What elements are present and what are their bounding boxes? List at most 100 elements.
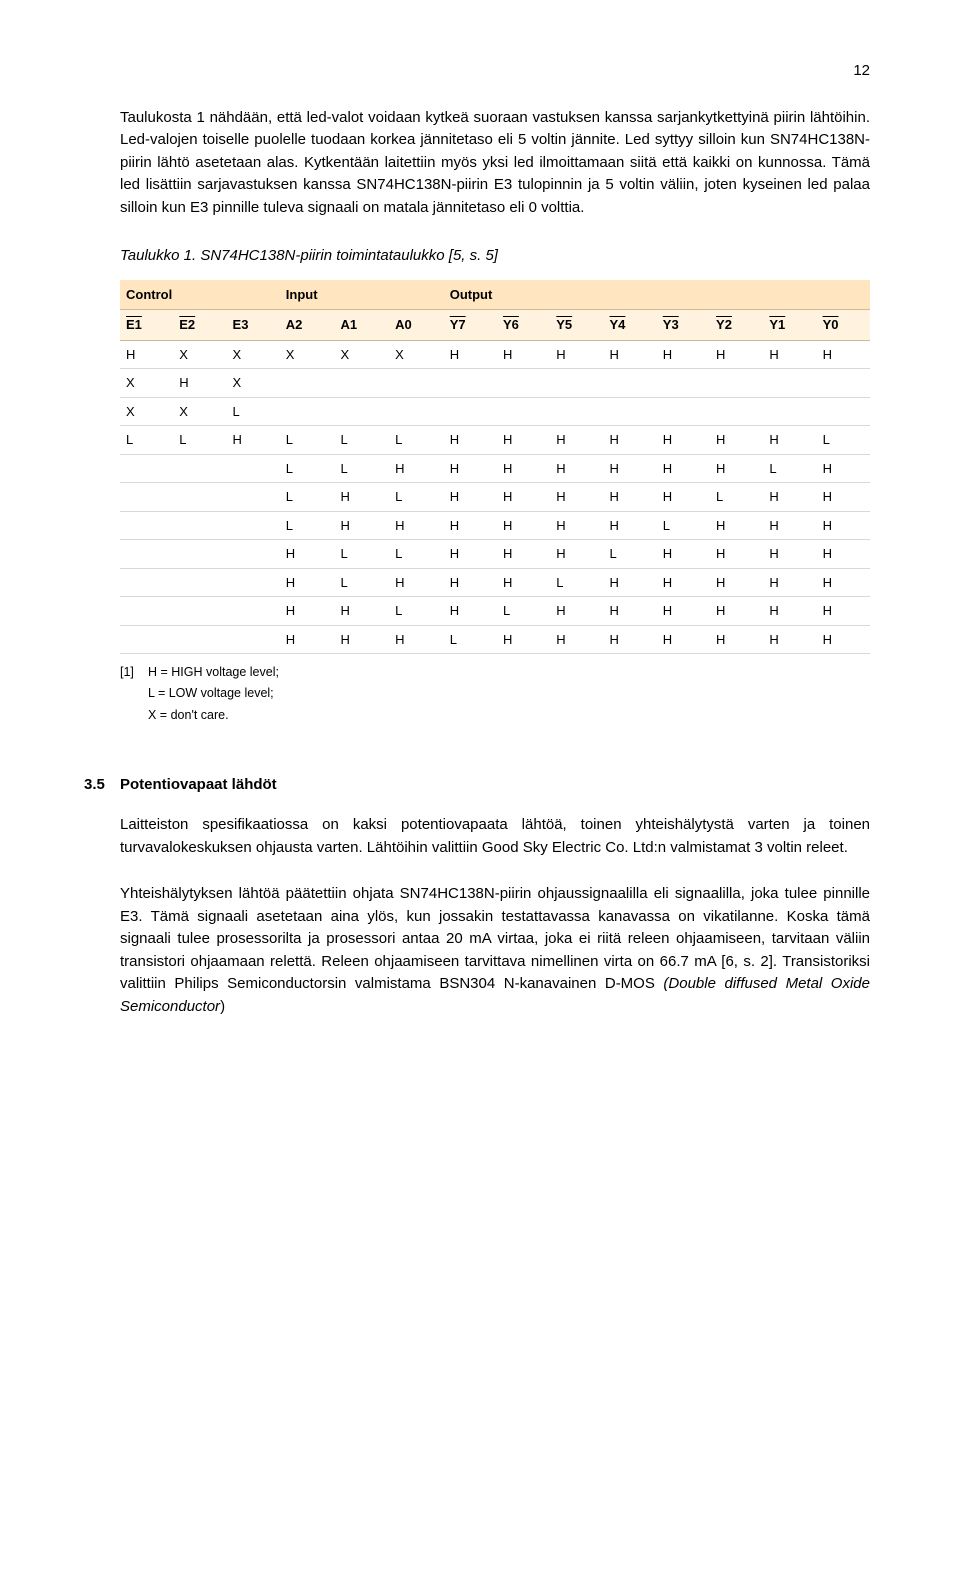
table-cell: H bbox=[817, 540, 870, 569]
table-cell: L bbox=[334, 426, 389, 455]
table-column-header: Y1 bbox=[763, 310, 816, 341]
table-cell bbox=[604, 397, 657, 426]
table-cell: X bbox=[173, 340, 226, 369]
table-cell: H bbox=[710, 340, 763, 369]
table-cell: L bbox=[334, 454, 389, 483]
table-cell: X bbox=[280, 340, 335, 369]
table-cell bbox=[444, 369, 497, 398]
table-cell: L bbox=[227, 397, 280, 426]
table-cell bbox=[227, 454, 280, 483]
table-cell: H bbox=[227, 426, 280, 455]
table-cell: H bbox=[657, 625, 710, 654]
table-cell bbox=[280, 397, 335, 426]
table-cell: H bbox=[817, 597, 870, 626]
table-cell: H bbox=[389, 625, 444, 654]
paragraph-3: Yhteishälytyksen lähtöä päätettiin ohjat… bbox=[120, 883, 870, 1018]
table-cell bbox=[227, 483, 280, 512]
table-cell bbox=[334, 369, 389, 398]
table-column-header: Y7 bbox=[444, 310, 497, 341]
table-cell: H bbox=[550, 540, 603, 569]
table-cell: H bbox=[604, 340, 657, 369]
paragraph-2: Laitteiston spesifikaatiossa on kaksi po… bbox=[120, 814, 870, 859]
table-cell: H bbox=[444, 568, 497, 597]
table-cell: H bbox=[763, 426, 816, 455]
table-cell: H bbox=[444, 483, 497, 512]
table-cell: X bbox=[173, 397, 226, 426]
table-column-header: A2 bbox=[280, 310, 335, 341]
table-cell: H bbox=[710, 426, 763, 455]
table-cell: H bbox=[550, 340, 603, 369]
table-cell bbox=[280, 369, 335, 398]
table-cell bbox=[120, 625, 173, 654]
table-cell: L bbox=[280, 454, 335, 483]
table-cell bbox=[657, 397, 710, 426]
table-cell: L bbox=[657, 511, 710, 540]
table-cell bbox=[120, 597, 173, 626]
table-cell: H bbox=[657, 454, 710, 483]
table-cell: H bbox=[604, 625, 657, 654]
table-cell: L bbox=[280, 483, 335, 512]
table-cell bbox=[334, 397, 389, 426]
table-cell: H bbox=[657, 426, 710, 455]
table-cell bbox=[120, 568, 173, 597]
table-cell: L bbox=[280, 426, 335, 455]
table-row: XHX bbox=[120, 369, 870, 398]
table-cell: H bbox=[710, 454, 763, 483]
table-cell bbox=[173, 540, 226, 569]
table-column-header: A1 bbox=[334, 310, 389, 341]
table-cell: H bbox=[444, 511, 497, 540]
table-cell bbox=[389, 369, 444, 398]
table-column-header: Y5 bbox=[550, 310, 603, 341]
table-column-header: Y0 bbox=[817, 310, 870, 341]
table-body: HXXXXXHHHHHHHHXHXXXLLLHLLLHHHHHHHLLLHHHH… bbox=[120, 340, 870, 654]
table-cell: H bbox=[550, 625, 603, 654]
table-cell: H bbox=[497, 483, 550, 512]
table-row: LLHHHHHHHLH bbox=[120, 454, 870, 483]
table-cell: H bbox=[550, 426, 603, 455]
table-cell: H bbox=[173, 369, 226, 398]
table-cell: H bbox=[334, 597, 389, 626]
table-cell bbox=[657, 369, 710, 398]
table-cell bbox=[710, 369, 763, 398]
table-cell: H bbox=[763, 483, 816, 512]
table-cell: H bbox=[657, 597, 710, 626]
table-cell: H bbox=[604, 426, 657, 455]
table-cell: L bbox=[120, 426, 173, 455]
legend-line-2: L = LOW voltage level; bbox=[120, 683, 870, 704]
table-row: XXL bbox=[120, 397, 870, 426]
table-cell: L bbox=[389, 483, 444, 512]
table-cell bbox=[389, 397, 444, 426]
table-cell: H bbox=[710, 625, 763, 654]
legend-index: [1] bbox=[120, 662, 148, 683]
table-cell: H bbox=[334, 625, 389, 654]
table-cell: H bbox=[550, 483, 603, 512]
table-cell: H bbox=[763, 597, 816, 626]
table-cell: L bbox=[444, 625, 497, 654]
table-cell: H bbox=[444, 340, 497, 369]
truth-table: ControlInputOutput E1E2E3A2A1A0Y7Y6Y5Y4Y… bbox=[120, 280, 870, 655]
table-row: LHHHHHHLHHH bbox=[120, 511, 870, 540]
table-cell: L bbox=[334, 568, 389, 597]
table-cell: H bbox=[817, 454, 870, 483]
table-column-header: Y6 bbox=[497, 310, 550, 341]
table-cell: H bbox=[604, 597, 657, 626]
table-cell: H bbox=[444, 454, 497, 483]
table-cell: H bbox=[497, 540, 550, 569]
table-cell: H bbox=[497, 426, 550, 455]
table-cell: L bbox=[763, 454, 816, 483]
table-row: LLHLLLHHHHHHHL bbox=[120, 426, 870, 455]
table-cell bbox=[227, 597, 280, 626]
table-legend: [1]H = HIGH voltage level; L = LOW volta… bbox=[120, 662, 870, 726]
table-row: HHLHLHHHHHH bbox=[120, 597, 870, 626]
table-cell: H bbox=[280, 568, 335, 597]
table-cell: H bbox=[389, 568, 444, 597]
table-cell bbox=[550, 369, 603, 398]
table-cell bbox=[817, 369, 870, 398]
table-cell: X bbox=[120, 369, 173, 398]
table-cell: L bbox=[280, 511, 335, 540]
table-cell: H bbox=[444, 426, 497, 455]
table-cell: H bbox=[497, 454, 550, 483]
table-cell: X bbox=[227, 340, 280, 369]
table-cell bbox=[173, 568, 226, 597]
table-cell bbox=[227, 568, 280, 597]
